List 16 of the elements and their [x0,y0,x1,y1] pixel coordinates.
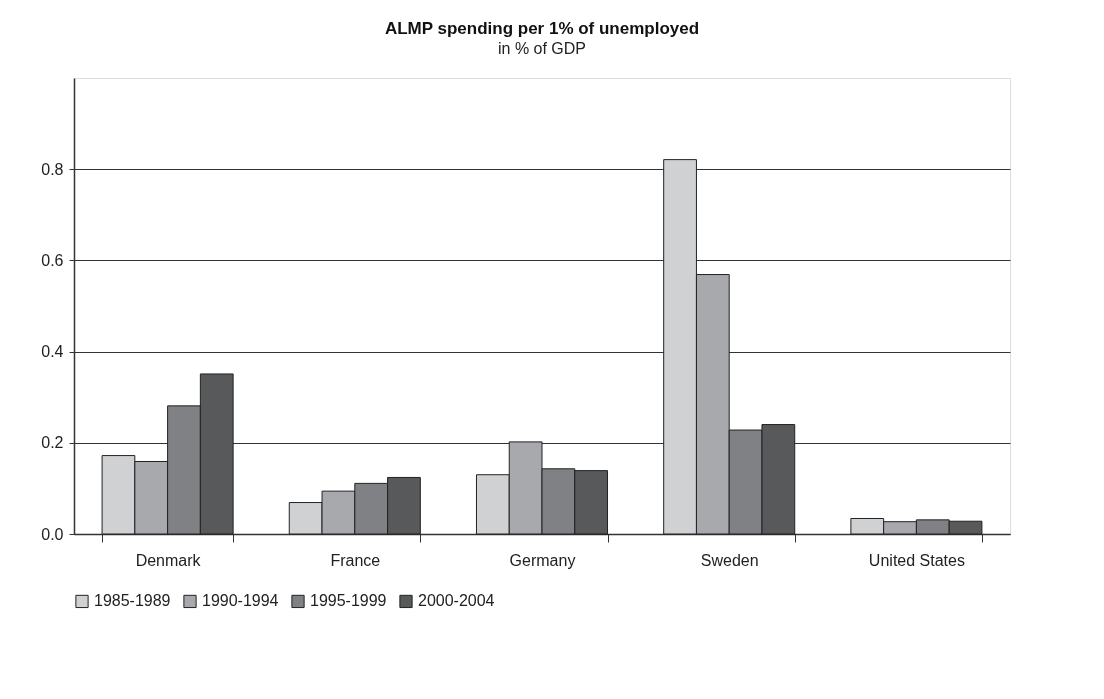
x-tick-label: Denmark [135,551,202,569]
x-tick-label: Germany [509,551,576,569]
x-tick-label: United States [868,551,965,569]
chart-title: ALMP spending per 1% of unemployed [384,19,700,38]
chart-subtitle: in % of GDP [497,40,587,57]
x-tick-label: France [330,551,381,569]
legend-label: 1985-1989 [94,592,171,610]
x-tick-label: Sweden [700,551,759,569]
legend-label: 1990-1994 [202,592,279,610]
y-tick-label: 0.8 [41,160,64,178]
y-tick-label: 0.0 [41,525,64,543]
y-tick-label: 0.4 [41,343,64,361]
y-tick-label: 0.2 [41,434,64,452]
y-tick-label: 0.6 [41,251,64,269]
legend-label: 1995-1999 [310,592,387,610]
legend-label: 2000-2004 [418,592,495,610]
